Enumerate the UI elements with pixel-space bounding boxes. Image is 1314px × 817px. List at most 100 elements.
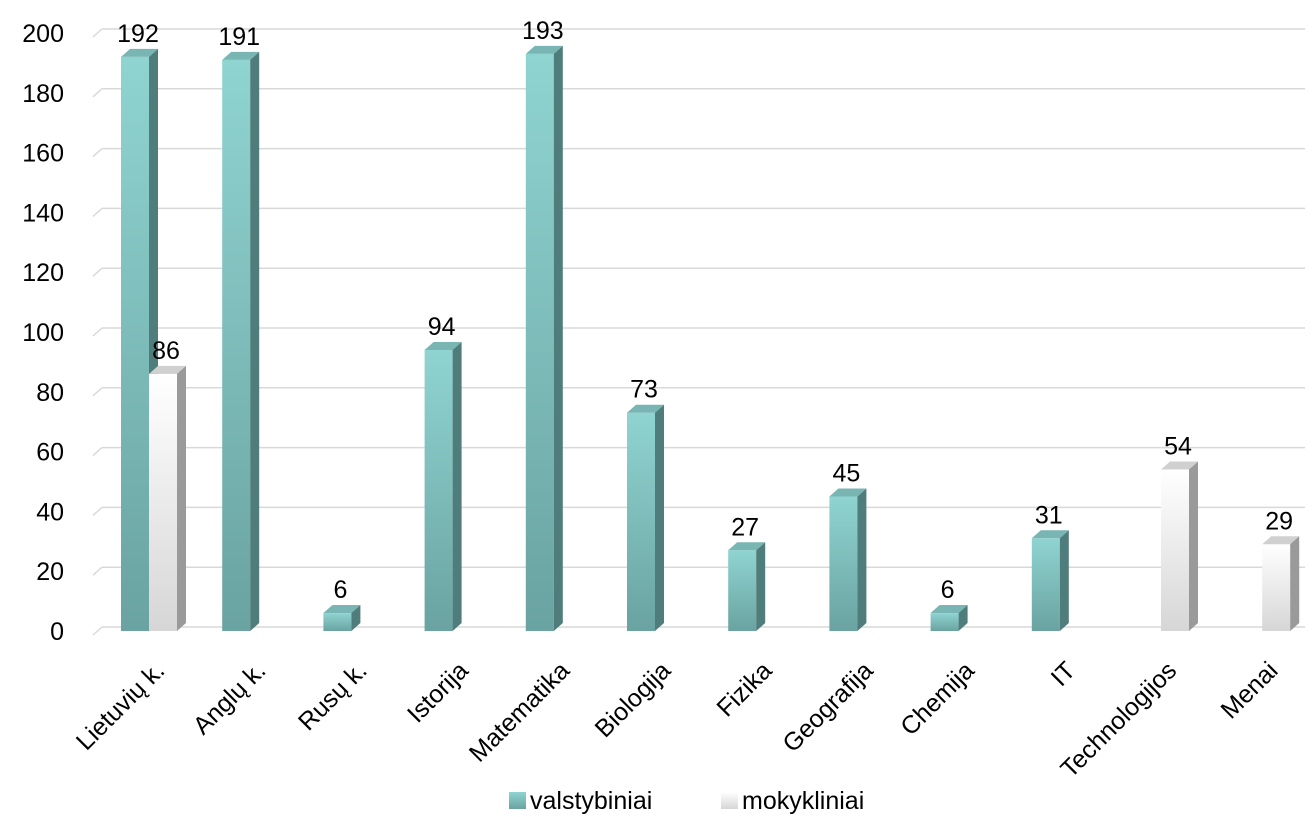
bar-top — [627, 404, 664, 413]
bar-top — [323, 605, 361, 614]
x-tick-label: Fizika — [711, 656, 777, 722]
gridline-depth — [92, 566, 103, 576]
data-labels: 192 86 191 6 94 193 73 27 45 6 31 54 29 — [117, 17, 1293, 604]
gridline-depth — [92, 148, 103, 158]
bar-side — [553, 45, 563, 632]
bar-top — [424, 341, 462, 350]
bar-front — [1262, 544, 1291, 631]
bar-side — [857, 488, 867, 631]
x-tick-label: Rusų k. — [293, 656, 373, 736]
bar-front — [930, 613, 959, 631]
bar-valstybiniai — [222, 51, 260, 632]
data-label: 45 — [832, 459, 860, 487]
data-label: 29 — [1265, 507, 1293, 535]
bars — [121, 45, 1300, 632]
bar-side — [250, 51, 260, 632]
bar-top — [1031, 530, 1069, 539]
bar-mokykliniai — [149, 365, 186, 631]
y-tick-label: 0 — [50, 618, 64, 646]
data-label: 192 — [117, 20, 159, 48]
y-tick-label: 60 — [36, 439, 64, 467]
x-tick-label: Chemija — [895, 656, 980, 741]
bar-side — [177, 365, 186, 631]
x-tick-label: Anglų k. — [188, 656, 272, 740]
y-tick-label: 120 — [22, 259, 64, 287]
y-tick-label: 20 — [36, 558, 64, 586]
bar-valstybiniai — [424, 341, 462, 631]
bar-side — [1189, 461, 1198, 631]
x-tick-label: Geografija — [777, 656, 878, 757]
bar-top — [728, 542, 766, 551]
y-axis: 0 20 40 60 80 100 120 140 160 180 200 — [22, 20, 64, 646]
x-tick-label: Matematika — [464, 656, 575, 767]
gridline-depth — [92, 626, 103, 636]
data-label: 94 — [428, 313, 456, 341]
y-tick-label: 100 — [22, 319, 64, 347]
legend: valstybiniai mokykliniai — [509, 787, 864, 815]
legend-swatch-mokykliniai — [721, 792, 738, 809]
gridlines — [92, 28, 1305, 636]
bar-side — [958, 605, 968, 631]
y-tick-label: 160 — [22, 140, 64, 168]
data-label: 6 — [941, 576, 955, 604]
bar-valstybiniai — [930, 605, 968, 631]
bar-valstybiniai — [323, 605, 361, 631]
x-tick-label: Lietuvių k. — [71, 656, 170, 755]
bar-top — [222, 51, 260, 60]
bar-top — [1161, 461, 1198, 470]
bar-valstybiniai — [728, 542, 766, 631]
bar-valstybiniai — [627, 404, 664, 631]
data-label: 193 — [522, 17, 564, 45]
x-tick-label: IT — [1046, 656, 1082, 692]
y-tick-label: 80 — [36, 379, 64, 407]
x-tick-label: Istorija — [402, 656, 474, 728]
bar-front — [1161, 469, 1189, 631]
data-label: 27 — [731, 513, 759, 541]
bar-side — [756, 542, 766, 631]
bar-side — [655, 404, 664, 631]
y-tick-label: 40 — [36, 498, 64, 526]
data-label: 73 — [630, 376, 658, 404]
x-tick-label: Biologija — [590, 656, 677, 743]
legend-swatch-valstybiniai — [509, 792, 526, 809]
bar-valstybiniai — [1031, 530, 1069, 631]
gridline-depth — [92, 506, 103, 516]
bar-valstybiniai — [525, 45, 563, 632]
gridline-depth — [92, 28, 103, 38]
bar-front — [829, 496, 858, 631]
y-tick-label: 200 — [22, 20, 64, 48]
gridline-depth — [92, 88, 103, 98]
y-tick-label: 140 — [22, 199, 64, 227]
data-label: 54 — [1164, 433, 1192, 461]
bar-top — [525, 45, 563, 54]
bar-front — [1031, 538, 1060, 631]
data-label: 191 — [218, 23, 260, 51]
bar-valstybiniai — [829, 488, 867, 631]
y-tick-label: 180 — [22, 80, 64, 108]
bar-top — [930, 605, 968, 614]
bar-top — [1262, 536, 1300, 545]
gridline-depth — [92, 387, 103, 397]
bar-front — [121, 56, 149, 632]
bar-mokykliniai — [1262, 536, 1300, 631]
bar-side — [452, 341, 462, 631]
legend-label-mokykliniai: mokykliniai — [742, 787, 864, 815]
data-label: 6 — [333, 576, 347, 604]
gridline-depth — [92, 207, 103, 217]
bar-front — [323, 613, 352, 631]
bar-front — [627, 412, 655, 631]
gridline-depth — [92, 327, 103, 337]
legend-label-valstybiniai: valstybiniai — [530, 787, 652, 815]
bar-side — [351, 605, 361, 631]
bar-front — [424, 349, 453, 631]
data-label: 86 — [152, 337, 180, 365]
bar-top — [121, 48, 158, 57]
bar-front — [525, 53, 554, 632]
bar-top — [829, 488, 867, 497]
bar-side — [1059, 530, 1069, 631]
x-axis: Lietuvių k. Anglų k. Rusų k. IstorijaMatema… — [71, 656, 1284, 783]
x-tick-label: Menai — [1215, 656, 1283, 724]
bar-front — [728, 550, 757, 631]
bar-mokykliniai — [1161, 461, 1198, 631]
